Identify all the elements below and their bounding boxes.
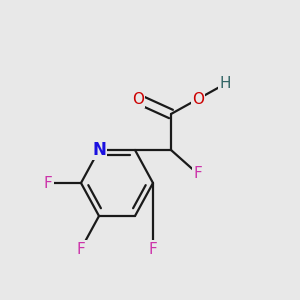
Text: F: F bbox=[76, 242, 85, 256]
Text: O: O bbox=[192, 92, 204, 106]
Text: F: F bbox=[194, 167, 202, 182]
Text: F: F bbox=[148, 242, 158, 256]
Text: O: O bbox=[132, 92, 144, 106]
Text: F: F bbox=[44, 176, 52, 190]
Text: N: N bbox=[92, 141, 106, 159]
Text: H: H bbox=[219, 76, 231, 92]
